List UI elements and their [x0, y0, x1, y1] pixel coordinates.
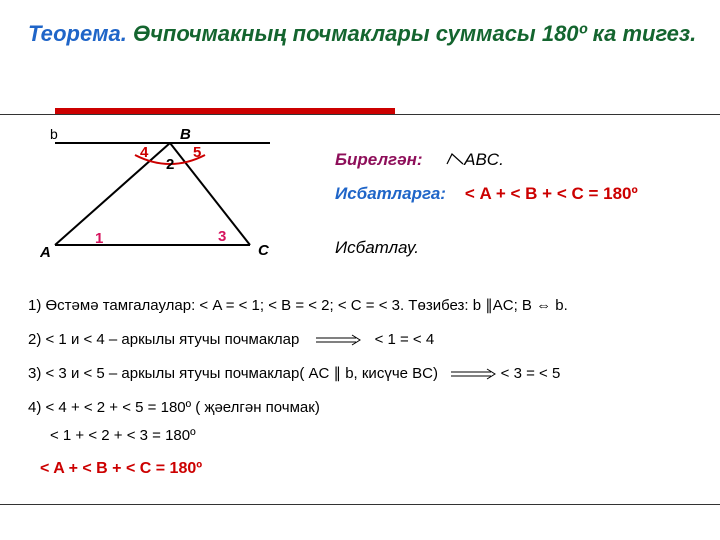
vertex-a-label: A — [40, 244, 51, 261]
teorema-text: Өчпочмакның почмаклары суммасы 180º ка т… — [133, 21, 696, 46]
proof-step-4: 4) < 4 + < 2 + < 5 = 180º ( җәелгән почм… — [28, 398, 320, 418]
prove-line: Исбатларга: < A + < B + < C = 180º — [335, 184, 638, 204]
given-line: Бирелгән: ABC. — [335, 150, 504, 170]
implies-arrow-icon — [316, 334, 362, 346]
proof-step-1: 1) Өстәмә тамгалаулар: < A = < 1; < B = … — [28, 296, 568, 316]
angle-3-label: 3 — [218, 228, 226, 245]
horizontal-rule-top — [0, 114, 720, 115]
implies-arrow-icon — [451, 368, 497, 380]
given-label: Бирелгән: — [335, 150, 423, 169]
step2-text: 2) < 1 и < 4 – аркылы ятучы почмаклар — [28, 331, 299, 348]
theorem-title: Теорема. Өчпочмакның почмаклары суммасы … — [28, 20, 696, 49]
proof-step-2: 2) < 1 и < 4 – аркылы ятучы почмаклар < … — [28, 330, 434, 350]
angle-4-label: 4 — [140, 144, 149, 161]
angle-2-label: 2 — [166, 156, 174, 173]
conclusion: < A + < B + < C = 180º — [40, 460, 202, 478]
teorema-label: Теорема. — [28, 21, 127, 46]
line-b-label: b — [50, 126, 58, 142]
triangle-icon — [446, 153, 464, 165]
step3-text: 3) < 3 и < 5 – аркылы ятучы почмаклар( A… — [28, 365, 438, 382]
given-value: ABC. — [464, 150, 504, 169]
prove-label: Исбатларга: — [335, 184, 446, 203]
diagram-svg: A B C b 1 2 3 4 5 — [40, 125, 300, 275]
triangle-diagram: A B C b 1 2 3 4 5 — [40, 125, 300, 275]
vertex-b-label: B — [180, 126, 191, 143]
step3-result: < 3 = < 5 — [501, 365, 561, 382]
horizontal-rule-bottom — [0, 504, 720, 505]
proof-label: Исбатлау. — [335, 238, 419, 258]
prove-equation: < A + < B + < C = 180º — [465, 184, 638, 203]
angle-1-label: 1 — [95, 230, 103, 247]
proof-step-4b: < 1 + < 2 + < 3 = 180º — [50, 426, 196, 446]
vertex-c-label: C — [258, 242, 270, 259]
proof-step-3: 3) < 3 и < 5 – аркылы ятучы почмаклар( A… — [28, 364, 560, 384]
angle-5-label: 5 — [193, 144, 201, 161]
step2-result: < 1 = < 4 — [375, 331, 435, 348]
